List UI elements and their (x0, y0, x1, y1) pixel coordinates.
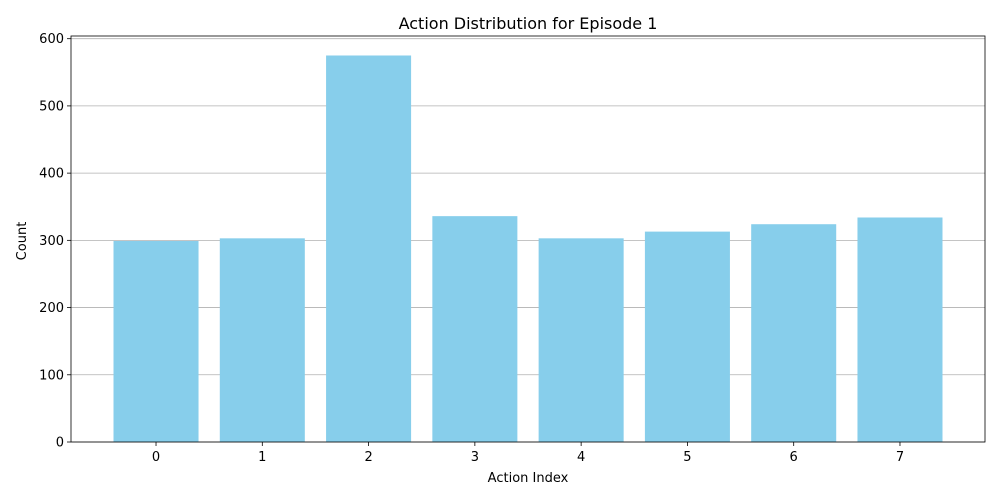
y-axis-label: Count (15, 222, 30, 261)
bar-7 (857, 217, 943, 442)
x-axis-label: Action Index (488, 471, 569, 486)
bar-0 (113, 241, 199, 442)
bar-2 (326, 55, 412, 442)
x-tick-label: 6 (790, 450, 798, 465)
axes (70, 35, 986, 443)
bar-3 (432, 216, 518, 442)
bar-5 (644, 231, 730, 442)
y-axis-ticks: 0 100 200 300 400 500 600 (39, 32, 71, 451)
x-tick-label: 5 (683, 450, 691, 465)
gridlines (71, 38, 985, 443)
x-tick-label: 4 (577, 450, 585, 465)
x-tick-label: 2 (364, 450, 372, 465)
chart-title: Action Distribution for Episode 1 (399, 14, 658, 33)
bar-4 (538, 238, 624, 442)
x-tick-label: 7 (896, 450, 904, 465)
bars (113, 55, 943, 442)
y-tick-label: 0 (56, 436, 64, 451)
x-axis-ticks: 0 1 2 3 4 5 6 7 (152, 442, 904, 465)
y-tick-label: 400 (39, 167, 64, 182)
y-tick-label: 100 (39, 368, 64, 383)
y-tick-label: 300 (39, 234, 64, 249)
x-tick-label: 1 (258, 450, 266, 465)
plot-frame (70, 35, 986, 443)
y-tick-label: 500 (39, 99, 64, 114)
x-tick-label: 3 (471, 450, 479, 465)
bar-6 (751, 224, 837, 442)
y-tick-label: 600 (39, 32, 64, 47)
bar-1 (219, 238, 305, 442)
x-tick-label: 0 (152, 450, 160, 465)
y-tick-label: 200 (39, 301, 64, 316)
